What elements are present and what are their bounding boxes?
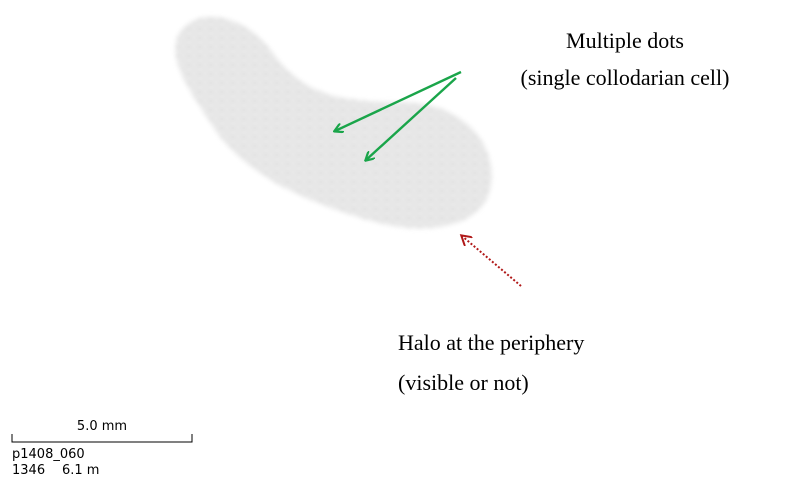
arrow (366, 77, 457, 160)
annotation-title: Halo at the periphery (398, 330, 584, 355)
scale-label: 5.0 mm (77, 419, 127, 434)
annotation-subtitle: (single collodarian cell) (521, 65, 730, 90)
scale-bar (11, 434, 193, 443)
cell (175, 16, 492, 229)
depth-id: 1346 (12, 463, 45, 478)
arrow (335, 70, 462, 131)
depth: 6.1 m (62, 463, 99, 478)
annotation-subtitle: (visible or not) (398, 370, 529, 395)
arrow (462, 236, 522, 287)
annotation-title: Multiple dots (566, 28, 684, 53)
sample-id: p1408_060 (12, 447, 85, 462)
